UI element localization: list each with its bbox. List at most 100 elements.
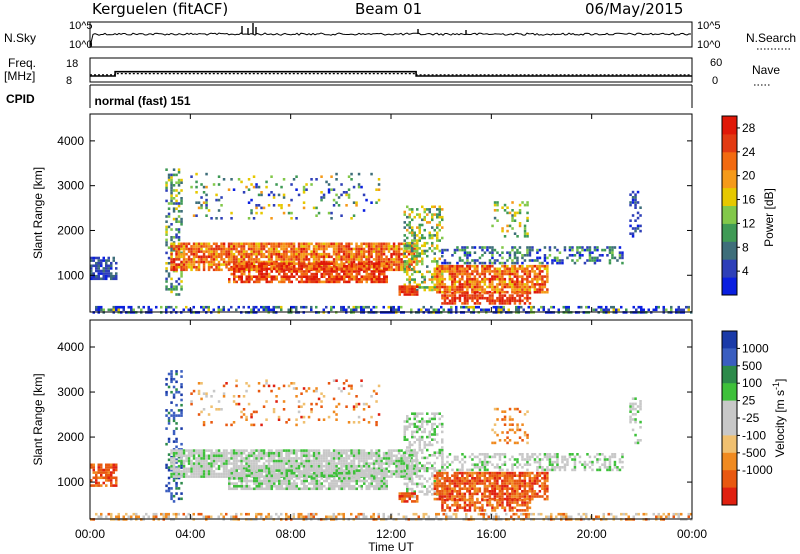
scatter-cell bbox=[407, 472, 411, 476]
scatter-cell bbox=[377, 188, 381, 191]
scatter-cell bbox=[365, 457, 368, 460]
scatter-cell bbox=[348, 275, 351, 278]
scatter-cell bbox=[365, 454, 368, 458]
scatter-cell bbox=[230, 255, 233, 259]
scatter-cell bbox=[200, 410, 203, 414]
scatter-cell bbox=[175, 481, 178, 485]
scatter-cell bbox=[586, 248, 589, 252]
scatter-cell bbox=[187, 475, 191, 478]
scatter-cell bbox=[295, 395, 298, 398]
scatter-cell bbox=[250, 209, 253, 212]
scatter-cell bbox=[172, 202, 176, 205]
scatter-cell bbox=[175, 414, 178, 417]
scatter-cell bbox=[260, 469, 263, 472]
scatter-cell bbox=[433, 257, 436, 261]
scatter-cell bbox=[370, 201, 373, 204]
scatter-cell bbox=[205, 206, 208, 210]
scatter-cell bbox=[175, 245, 178, 248]
scatter-cell bbox=[100, 463, 103, 467]
scatter-cell bbox=[263, 477, 266, 480]
scatter-cell bbox=[112, 277, 115, 281]
scatter-cell bbox=[543, 259, 547, 262]
scatter-cell bbox=[473, 302, 477, 305]
scatter-cell bbox=[110, 476, 113, 480]
scatter-cell bbox=[300, 260, 303, 264]
scatter-cell bbox=[546, 272, 549, 276]
scatter-cell bbox=[407, 252, 411, 256]
scatter-cell bbox=[315, 389, 318, 393]
scatter-cell bbox=[392, 260, 396, 264]
scatter-cell bbox=[270, 175, 273, 178]
scatter-cell bbox=[431, 241, 434, 245]
scatter-cell bbox=[448, 270, 452, 273]
scatter-cell bbox=[262, 252, 266, 256]
scatter-cell bbox=[360, 379, 363, 382]
scatter-cell bbox=[238, 262, 241, 265]
scatter-cell bbox=[403, 425, 406, 428]
scatter-cell bbox=[511, 246, 514, 249]
scatter-cell bbox=[280, 262, 283, 265]
scatter-cell bbox=[177, 455, 181, 459]
scatter-cell bbox=[468, 254, 472, 257]
scatter-cell bbox=[325, 454, 328, 458]
scatter-cell bbox=[228, 477, 231, 480]
scatter-cell bbox=[685, 305, 688, 309]
scatter-cell bbox=[436, 290, 439, 294]
scatter-cell bbox=[400, 454, 403, 458]
scatter-cell bbox=[205, 260, 208, 264]
scatter-cell bbox=[515, 305, 518, 309]
scatter-cell bbox=[273, 469, 276, 472]
scatter-cell bbox=[270, 459, 273, 463]
scatter-cell bbox=[397, 255, 401, 259]
scatter-cell bbox=[471, 277, 474, 281]
scatter-cell bbox=[197, 470, 201, 473]
scatter-cell bbox=[177, 168, 181, 171]
scatter-cell bbox=[245, 382, 248, 385]
scatter-cell bbox=[608, 259, 612, 262]
scatter-cell bbox=[501, 288, 504, 291]
scatter-cell bbox=[255, 462, 258, 465]
scatter-cell bbox=[526, 299, 529, 303]
scatter-cell bbox=[215, 472, 218, 476]
scatter-cell bbox=[436, 283, 439, 286]
scatter-cell bbox=[373, 272, 376, 276]
scatter-cell bbox=[290, 258, 293, 261]
scatter-cell bbox=[210, 395, 213, 398]
scatter-cell bbox=[406, 285, 409, 288]
scatter-cell bbox=[230, 457, 233, 460]
scatter-cell bbox=[117, 305, 120, 309]
scatter-cell bbox=[220, 250, 223, 253]
scatter-cell bbox=[372, 451, 376, 455]
scatter-cell bbox=[347, 462, 351, 465]
scatter-cell bbox=[260, 193, 263, 197]
scatter-cell bbox=[107, 476, 110, 480]
scatter-cell bbox=[426, 221, 429, 224]
scatter-cell bbox=[165, 393, 168, 397]
scatter-cell bbox=[238, 479, 241, 483]
scatter-cell bbox=[222, 472, 226, 476]
scatter-cell bbox=[217, 245, 221, 248]
scatter-cell bbox=[382, 245, 386, 248]
scatter-cell bbox=[343, 474, 346, 478]
scatter-cell bbox=[300, 270, 303, 273]
scatter-cell bbox=[335, 467, 338, 471]
scatter-cell bbox=[488, 272, 492, 276]
scatter-cell bbox=[177, 390, 181, 394]
scatter-cell bbox=[182, 260, 186, 264]
scatter-cell bbox=[318, 479, 321, 483]
scatter-cell bbox=[243, 484, 246, 488]
scatter-cell bbox=[363, 278, 366, 281]
scatter-cell bbox=[307, 464, 311, 468]
scatter-cell bbox=[387, 245, 391, 248]
scatter-cell bbox=[325, 267, 328, 271]
scatter-cell bbox=[375, 471, 378, 475]
scatter-cell bbox=[498, 296, 502, 300]
scatter-cell bbox=[433, 288, 437, 291]
scatter-cell bbox=[408, 456, 411, 460]
scatter-cell bbox=[185, 263, 188, 266]
scatter-cell bbox=[167, 489, 171, 493]
scatter-cell bbox=[280, 459, 283, 463]
scatter-cell bbox=[423, 249, 426, 253]
scatter-cell bbox=[412, 252, 416, 256]
scatter-cell bbox=[403, 226, 406, 229]
